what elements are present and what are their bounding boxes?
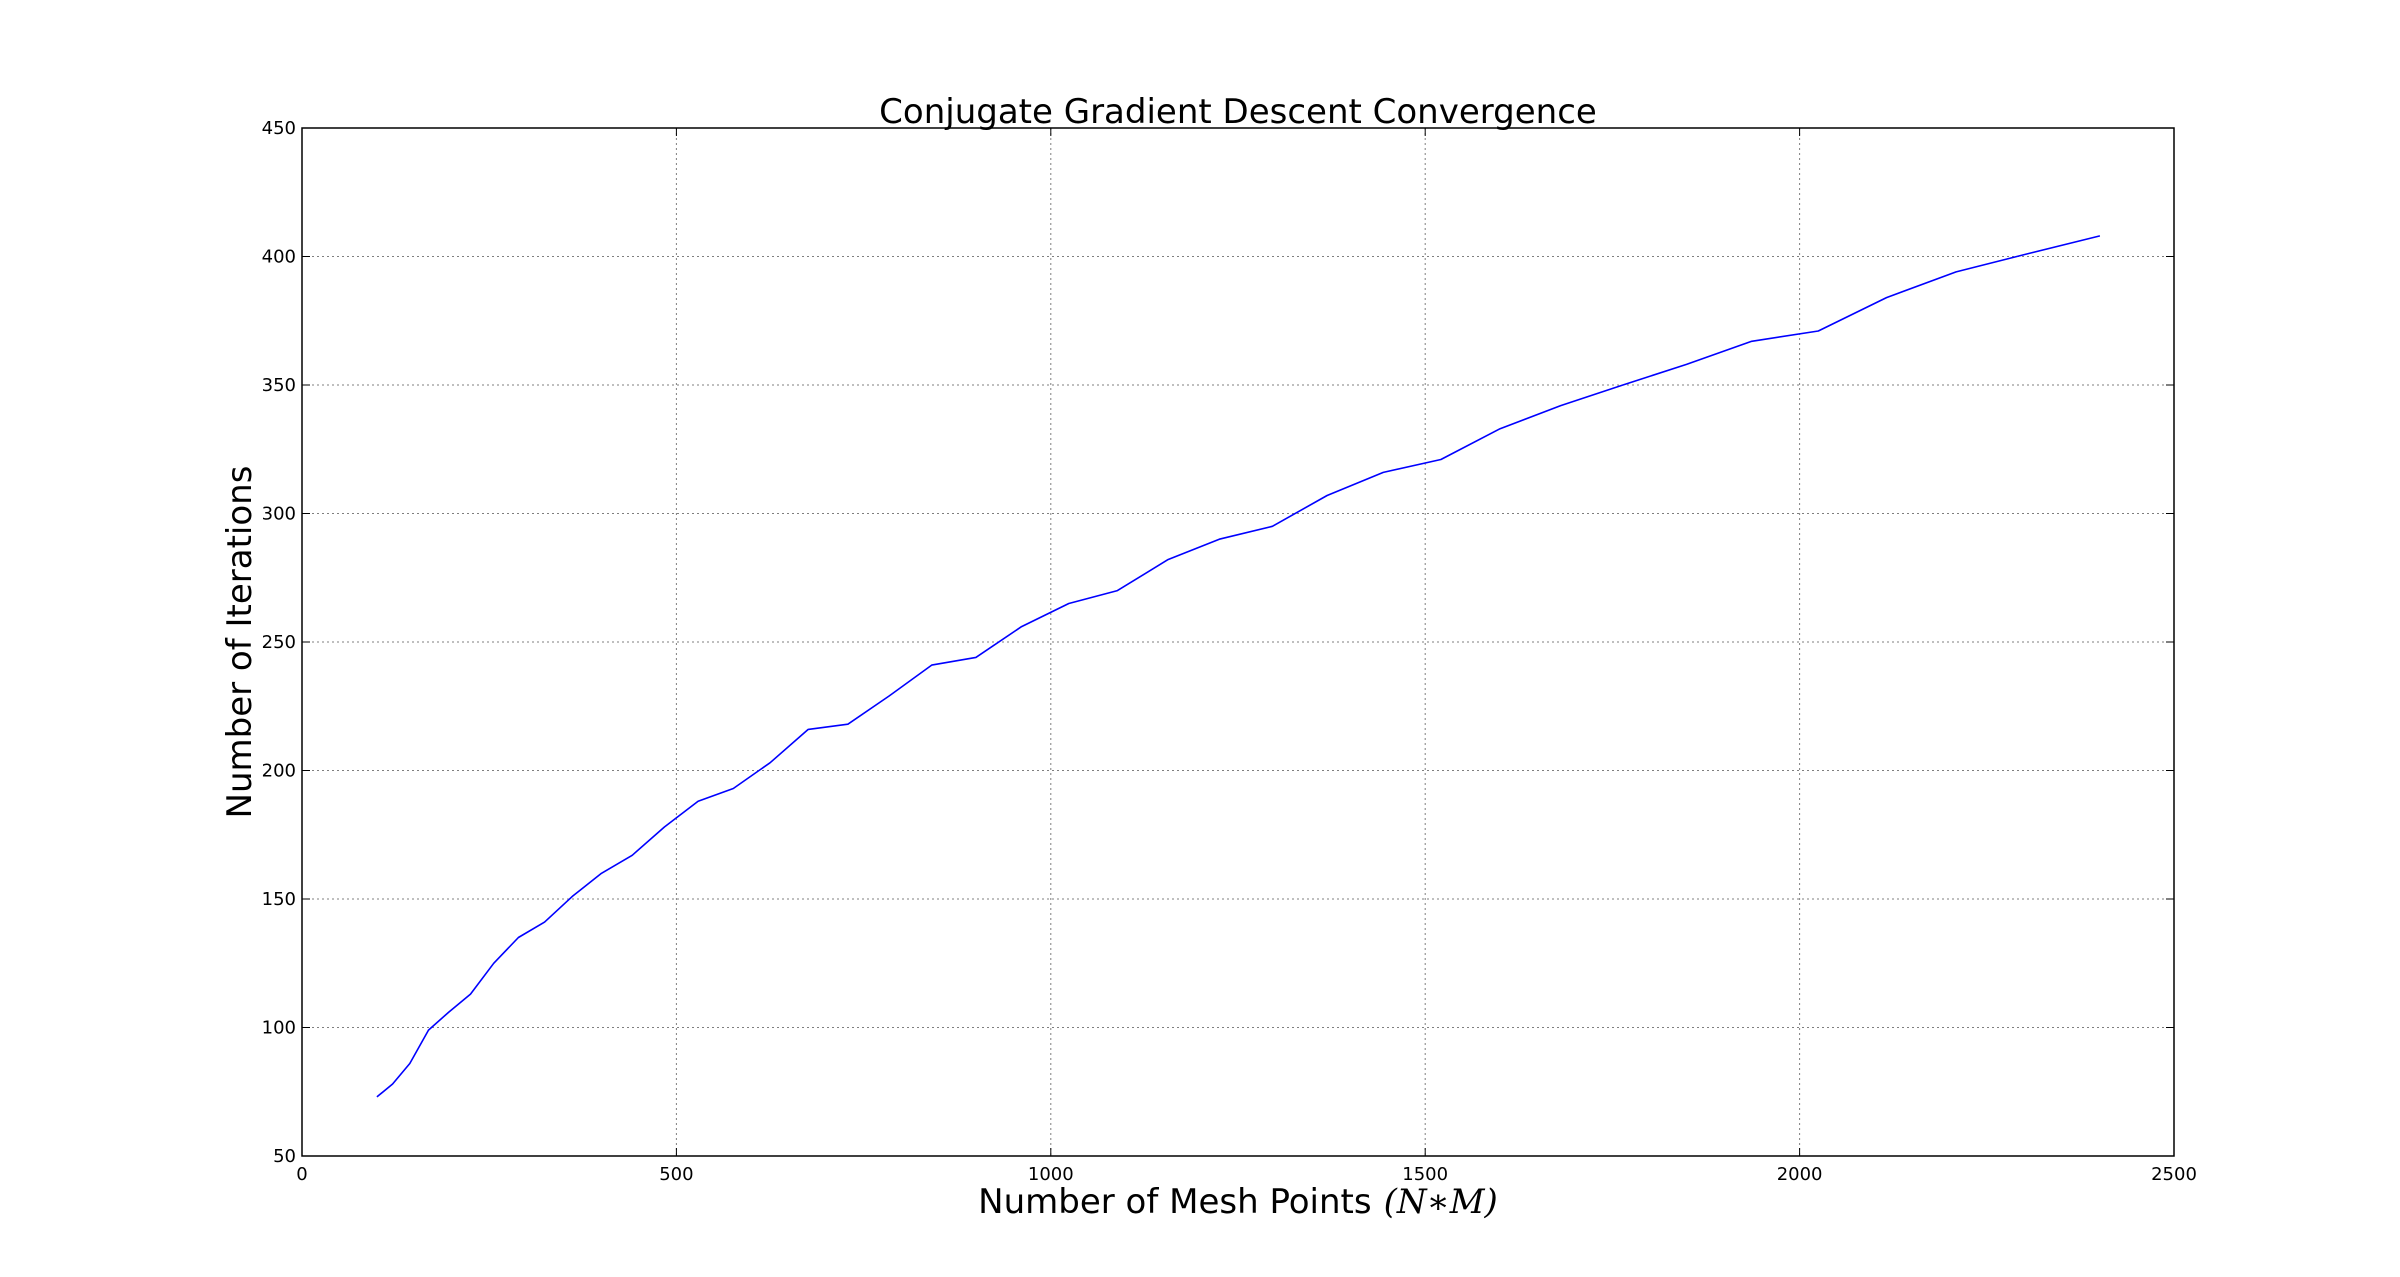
x-tick-label: 1500 xyxy=(1402,1164,1448,1185)
y-tick-label: 350 xyxy=(262,375,296,396)
x-tick-label: 2000 xyxy=(1777,1164,1823,1185)
x-tick-label: 1000 xyxy=(1028,1164,1074,1185)
grid-layer xyxy=(302,128,2174,1156)
tick-layer: 0 500 1000 1500 2000 2500 50 100 150 200 250 300 350… xyxy=(262,118,2197,1185)
series-line xyxy=(376,235,2101,1098)
y-tick-label: 400 xyxy=(262,247,296,268)
y-tick-label: 250 xyxy=(262,632,296,653)
x-axis-label: Number of Mesh Points (N∗M) xyxy=(978,1182,1498,1222)
x-axis-label-math: (N∗M) xyxy=(1384,1182,1498,1222)
line-layer xyxy=(376,235,2101,1098)
y-tick-label: 50 xyxy=(273,1146,296,1167)
y-tick-label: 450 xyxy=(262,118,296,139)
x-axis-label-text: Number of Mesh Points xyxy=(978,1182,1371,1222)
x-tick-label: 500 xyxy=(659,1164,693,1185)
chart-title: Conjugate Gradient Descent Convergence xyxy=(879,92,1597,132)
x-tick-label: 0 xyxy=(296,1164,307,1185)
y-tick-label: 300 xyxy=(262,504,296,525)
y-axis-label: Number of Iterations xyxy=(220,466,260,819)
y-tick-label: 150 xyxy=(262,889,296,910)
x-tick-label: 2500 xyxy=(2151,1164,2197,1185)
y-tick-label: 100 xyxy=(262,1018,296,1039)
y-tick-label: 200 xyxy=(262,761,296,782)
